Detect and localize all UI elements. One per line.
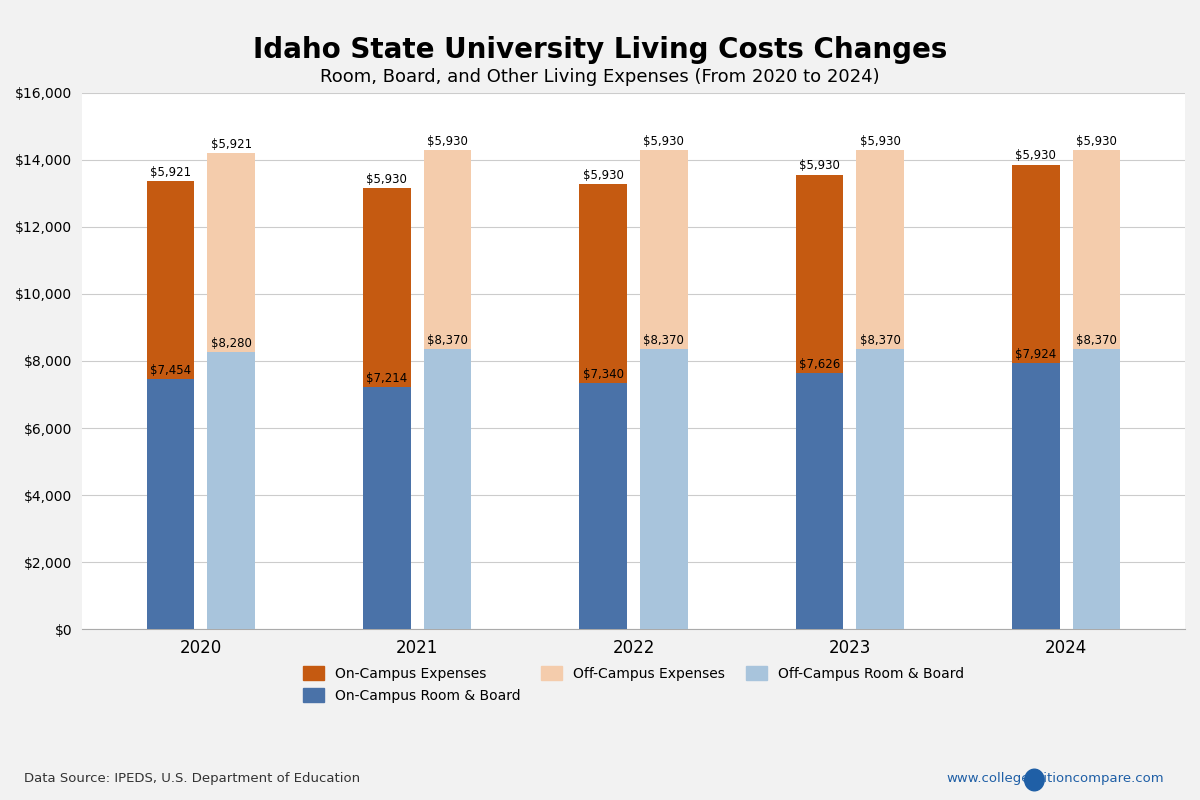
Text: www.collegetuitioncompare.com: www.collegetuitioncompare.com bbox=[947, 773, 1164, 786]
Text: $8,280: $8,280 bbox=[211, 337, 252, 350]
Text: $8,370: $8,370 bbox=[859, 334, 900, 346]
Text: $5,930: $5,930 bbox=[799, 159, 840, 173]
Bar bbox=[424, 150, 472, 349]
Legend: On-Campus Expenses, On-Campus Room & Board, Off-Campus Expenses, Off-Campus Room: On-Campus Expenses, On-Campus Room & Boa… bbox=[298, 661, 970, 708]
Text: $5,930: $5,930 bbox=[1015, 150, 1056, 162]
Bar bbox=[146, 379, 194, 630]
Text: $5,921: $5,921 bbox=[211, 138, 252, 151]
Bar bbox=[1073, 150, 1120, 349]
Text: Data Source: IPEDS, U.S. Department of Education: Data Source: IPEDS, U.S. Department of E… bbox=[24, 773, 360, 786]
Text: $5,930: $5,930 bbox=[427, 134, 468, 147]
Text: $5,930: $5,930 bbox=[859, 134, 900, 147]
Bar bbox=[364, 387, 410, 630]
Bar bbox=[364, 188, 410, 387]
Text: $8,370: $8,370 bbox=[427, 334, 468, 346]
Text: $8,370: $8,370 bbox=[1076, 334, 1117, 346]
Text: $7,454: $7,454 bbox=[150, 364, 191, 378]
Bar bbox=[208, 351, 254, 630]
Bar bbox=[857, 150, 904, 349]
Text: $8,370: $8,370 bbox=[643, 334, 684, 346]
Text: $7,214: $7,214 bbox=[366, 372, 408, 386]
Bar bbox=[1012, 165, 1060, 363]
Text: $5,930: $5,930 bbox=[366, 174, 407, 186]
Text: $7,626: $7,626 bbox=[799, 358, 840, 371]
Text: Room, Board, and Other Living Expenses (From 2020 to 2024): Room, Board, and Other Living Expenses (… bbox=[320, 68, 880, 86]
Text: $7,340: $7,340 bbox=[583, 368, 624, 381]
Text: $5,930: $5,930 bbox=[643, 134, 684, 147]
Bar bbox=[580, 184, 626, 383]
Text: Idaho State University Living Costs Changes: Idaho State University Living Costs Chan… bbox=[253, 36, 947, 64]
Text: $5,930: $5,930 bbox=[583, 169, 624, 182]
Bar bbox=[796, 374, 844, 630]
Bar bbox=[640, 349, 688, 630]
Bar bbox=[1073, 349, 1120, 630]
Bar bbox=[424, 349, 472, 630]
Bar bbox=[796, 174, 844, 374]
Text: $5,921: $5,921 bbox=[150, 166, 191, 178]
Bar bbox=[208, 153, 254, 351]
Bar bbox=[857, 349, 904, 630]
Text: $5,930: $5,930 bbox=[1076, 134, 1117, 147]
Bar bbox=[580, 383, 626, 630]
Circle shape bbox=[1025, 770, 1044, 790]
Bar bbox=[640, 150, 688, 349]
Bar bbox=[1012, 363, 1060, 630]
Text: $7,924: $7,924 bbox=[1015, 349, 1056, 362]
Bar bbox=[146, 181, 194, 379]
